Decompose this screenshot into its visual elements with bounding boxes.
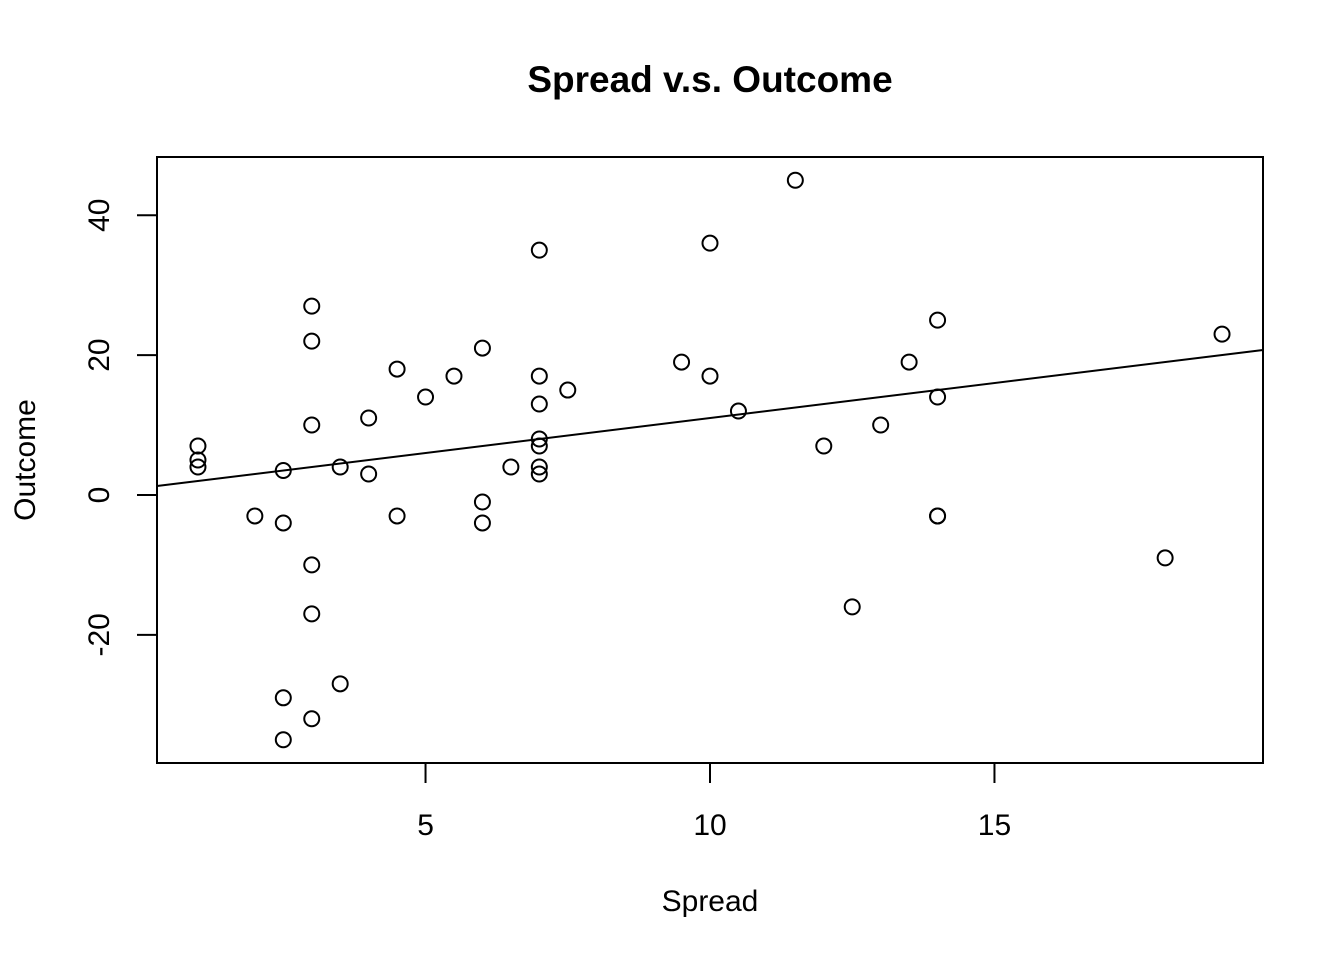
- data-point: [929, 311, 947, 329]
- data-point: [473, 493, 491, 511]
- data-point: [530, 241, 548, 259]
- data-point: [274, 514, 292, 532]
- x-tick-label: 5: [417, 809, 434, 842]
- data-point: [530, 458, 548, 476]
- data-point: [303, 605, 321, 623]
- x-tick-label: 10: [693, 809, 726, 842]
- data-point: [388, 360, 406, 378]
- data-point: [303, 710, 321, 728]
- data-point: [729, 402, 747, 420]
- data-points: [189, 171, 1231, 749]
- data-point: [189, 458, 207, 476]
- data-point: [189, 451, 207, 469]
- data-point: [530, 395, 548, 413]
- data-point: [502, 458, 520, 476]
- data-point: [303, 416, 321, 434]
- data-point: [274, 731, 292, 749]
- data-point: [872, 416, 890, 434]
- data-point: [473, 339, 491, 357]
- y-axis-label: Outcome: [9, 399, 42, 521]
- data-point: [701, 234, 719, 252]
- chart-title: Spread v.s. Outcome: [527, 59, 892, 100]
- data-point: [929, 388, 947, 406]
- data-point: [246, 507, 264, 525]
- data-point: [303, 556, 321, 574]
- data-point: [530, 367, 548, 385]
- data-point: [530, 437, 548, 455]
- data-point: [473, 514, 491, 532]
- data-point: [274, 689, 292, 707]
- data-point: [929, 507, 947, 525]
- data-point: [303, 332, 321, 350]
- y-tick-label: 20: [83, 338, 116, 371]
- data-point: [559, 381, 577, 399]
- regression-line-group: [156, 349, 1264, 488]
- plot-frame: [156, 156, 1264, 764]
- regression-line: [156, 349, 1264, 488]
- data-point: [530, 465, 548, 483]
- data-point: [843, 598, 861, 616]
- data-point: [388, 507, 406, 525]
- data-point: [331, 458, 349, 476]
- x-axis-label: Spread: [662, 885, 759, 918]
- data-point: [786, 171, 804, 189]
- data-point: [360, 465, 378, 483]
- data-point: [189, 437, 207, 455]
- y-axis: -20 0 20 40: [83, 199, 158, 657]
- data-point: [274, 461, 292, 479]
- data-point: [1213, 325, 1231, 343]
- data-point: [673, 353, 691, 371]
- y-tick-label: 40: [83, 199, 116, 232]
- x-axis: 5 10 15: [417, 762, 1011, 842]
- data-point: [530, 430, 548, 448]
- data-point: [900, 353, 918, 371]
- y-tick-label: 0: [83, 487, 116, 504]
- data-point: [1156, 549, 1174, 567]
- data-point: [815, 437, 833, 455]
- data-point: [417, 388, 435, 406]
- data-point: [701, 367, 719, 385]
- data-point: [331, 675, 349, 693]
- data-point: [445, 367, 463, 385]
- data-point: [360, 409, 378, 427]
- data-point: [303, 297, 321, 315]
- y-tick-label: -20: [83, 613, 116, 656]
- x-tick-label: 15: [978, 809, 1011, 842]
